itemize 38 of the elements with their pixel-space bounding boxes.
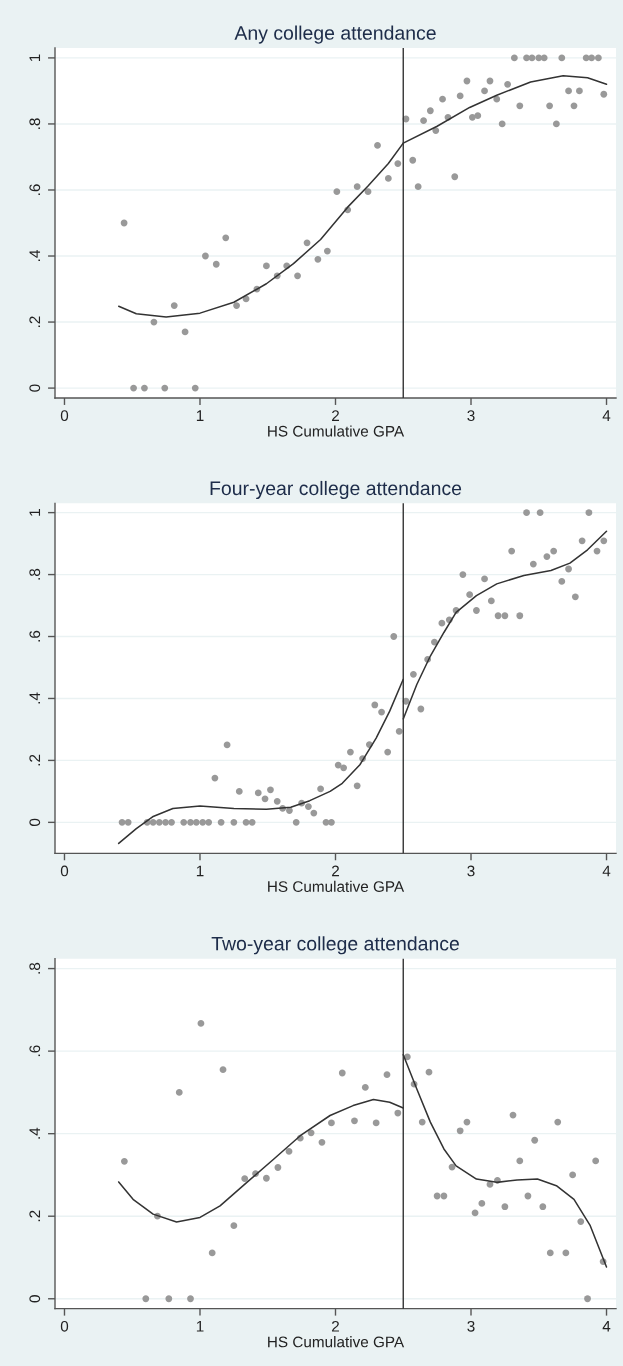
x-axis-title: HS Cumulative GPA (268, 425, 405, 437)
x-axis-title: HS Cumulative GPA (268, 1336, 405, 1348)
chart-title: Two-year college attendance (211, 936, 459, 955)
y-tick-label: .6 (29, 1045, 41, 1057)
y-tick-label: .4 (29, 692, 41, 704)
x-tick-label: 1 (196, 1321, 204, 1332)
x-tick-label: 1 (196, 410, 204, 421)
chart-title: Four-year college attendance (210, 480, 462, 500)
x-tick-label: 0 (60, 1320, 69, 1332)
x-tick-label: 0 (60, 865, 69, 877)
y-tick-label: .2 (29, 1210, 41, 1222)
y-tick-label: .8 (29, 962, 41, 974)
x-tick-label: 2 (332, 865, 339, 877)
y-tick-label: .6 (29, 630, 41, 642)
x-axis-title: HS Cumulative GPA (268, 880, 405, 892)
x-tick-label: 1 (196, 865, 204, 877)
chart-title: Any college attendance (234, 25, 436, 44)
y-tick-label: 0 (29, 818, 41, 827)
y-tick-label: 1 (29, 509, 41, 516)
y-tick-label: 1 (29, 54, 41, 61)
y-tick-label: 0 (29, 1295, 41, 1303)
y-tick-label: .4 (29, 1127, 41, 1139)
x-tick-label: 3 (467, 410, 475, 422)
y-tick-label: .6 (29, 184, 41, 195)
x-tick-label: 0 (60, 410, 69, 422)
x-tick-label: 2 (332, 410, 339, 421)
y-tick-label: .2 (29, 754, 41, 766)
y-tick-label: .8 (29, 568, 41, 580)
x-tick-label: 4 (602, 410, 611, 421)
y-tick-label: 0 (29, 384, 41, 392)
y-tick-label: .8 (29, 118, 41, 129)
y-tick-label: .4 (29, 250, 41, 261)
x-tick-label: 4 (602, 1321, 611, 1332)
x-tick-label: 3 (467, 865, 475, 877)
x-tick-label: 3 (467, 1320, 475, 1332)
y-tick-label: .2 (29, 316, 41, 328)
x-tick-label: 4 (602, 865, 611, 877)
x-tick-label: 2 (332, 1320, 339, 1332)
